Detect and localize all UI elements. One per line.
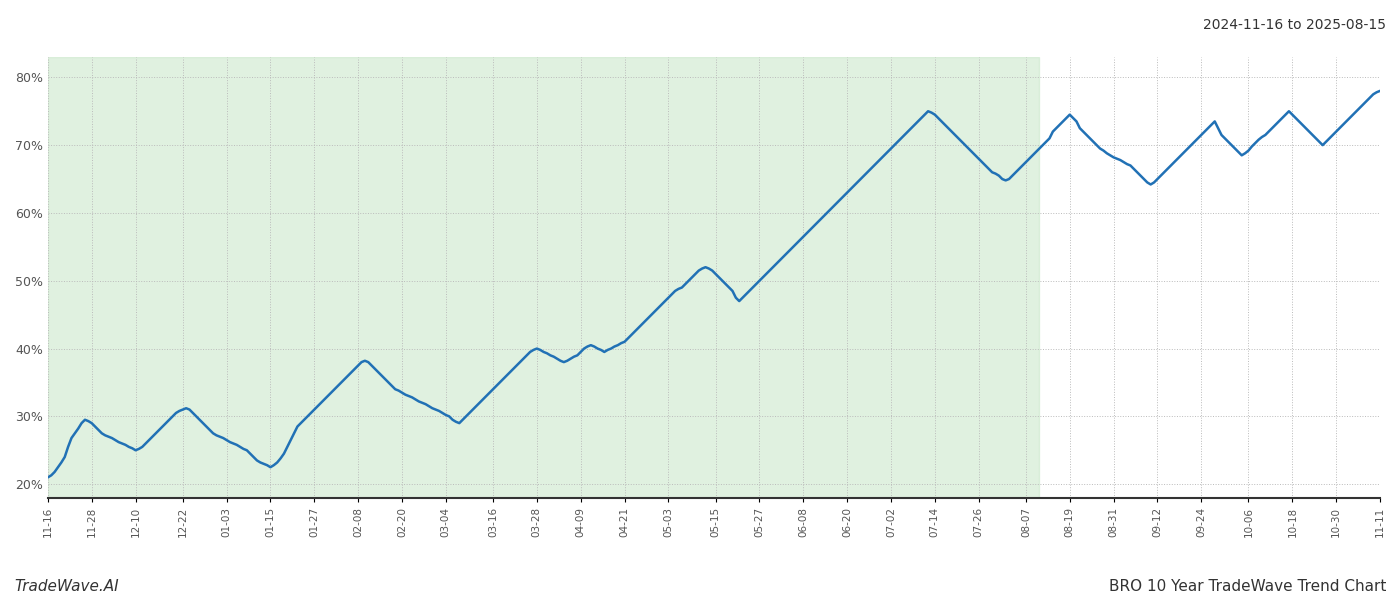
Text: BRO 10 Year TradeWave Trend Chart: BRO 10 Year TradeWave Trend Chart [1109, 579, 1386, 594]
Bar [48, 57, 1039, 498]
Text: TradeWave.AI: TradeWave.AI [14, 579, 119, 594]
Text: 2024-11-16 to 2025-08-15: 2024-11-16 to 2025-08-15 [1203, 18, 1386, 32]
